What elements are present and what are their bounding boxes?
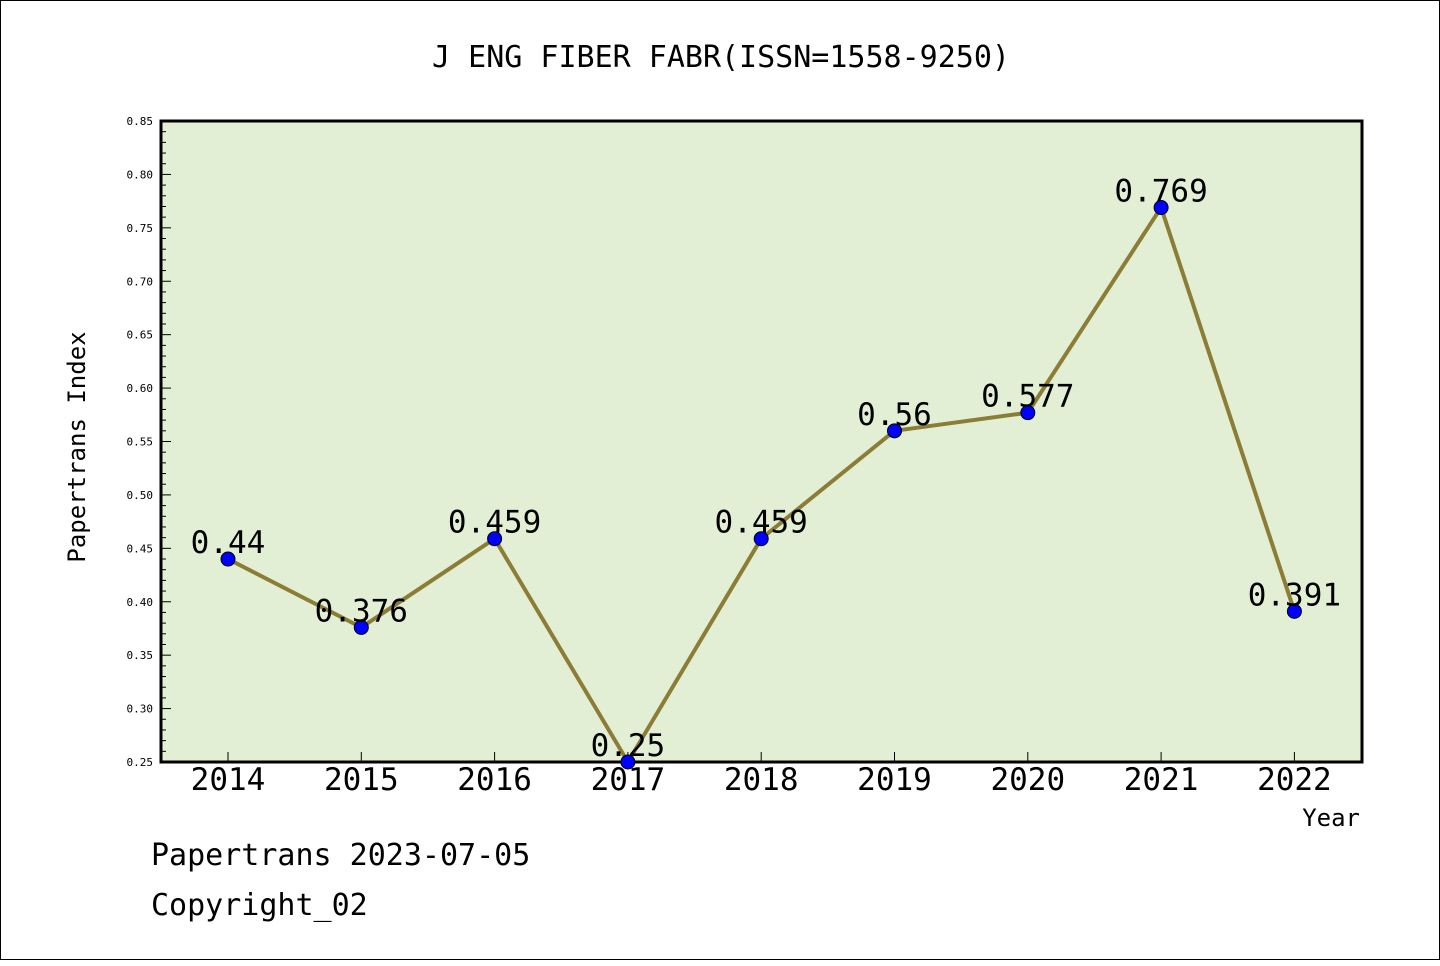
data-point	[220, 551, 236, 567]
y-tick-label: 0.45	[127, 542, 154, 555]
y-axis-label: Papertrans Index	[63, 331, 91, 562]
y-axis: 0.25 0.30 0.35 0.40 0.45 0.50 0.55 0.60 0.65 0.70…	[127, 115, 171, 769]
footer-copyright: Copyright_02	[151, 888, 368, 923]
data-point	[620, 754, 636, 770]
x-tick-label: 2019	[857, 762, 932, 798]
chart-title: J ENG FIBER FABR(ISSN=1558-9250)	[432, 40, 1010, 75]
x-axis: 2014 2015 2016 2017 2018 2019 2020 2021 2022	[191, 752, 1332, 798]
data-labels: 0.44 0.376 0.459 0.25 0.459 0.56 0.577 0.769 0.3…	[191, 174, 1341, 764]
data-point	[1286, 603, 1302, 619]
y-tick-label: 0.35	[127, 649, 154, 662]
y-tick-label: 0.65	[127, 329, 154, 342]
y-tick-label: 0.60	[127, 382, 154, 395]
data-point	[487, 531, 503, 547]
data-label: 0.459	[715, 505, 808, 541]
y-tick-label: 0.50	[127, 489, 154, 502]
x-tick-label: 2021	[1124, 762, 1199, 798]
data-label: 0.577	[981, 379, 1074, 415]
y-tick-label: 0.30	[127, 703, 154, 716]
data-label: 0.769	[1114, 174, 1207, 210]
y-tick-label: 0.70	[127, 275, 154, 288]
x-tick-label: 2016	[457, 762, 532, 798]
data-point	[353, 619, 369, 635]
data-label: 0.56	[857, 397, 932, 433]
data-label: 0.376	[315, 593, 408, 629]
y-tick-label: 0.85	[127, 115, 154, 128]
x-tick-label: 2022	[1257, 762, 1332, 798]
y-tick-label: 0.40	[127, 596, 154, 609]
data-point	[753, 531, 769, 547]
data-point	[1153, 200, 1169, 216]
data-point	[887, 423, 902, 439]
y-tick-label: 0.75	[127, 222, 154, 235]
y-tick-label: 0.25	[127, 756, 154, 769]
data-label: 0.25	[591, 728, 666, 764]
data-label: 0.459	[448, 505, 541, 541]
x-tick-label: 2018	[724, 762, 799, 798]
y-tick-label: 0.80	[127, 168, 154, 181]
plot-area	[159, 119, 1364, 764]
data-label: 0.391	[1248, 577, 1341, 613]
footer-date: Papertrans 2023-07-05	[151, 838, 530, 873]
data-label: 0.44	[191, 525, 266, 561]
y-tick-label: 0.55	[127, 436, 154, 449]
x-tick-label: 2014	[191, 762, 266, 798]
x-tick-label: 2020	[990, 762, 1065, 798]
data-point	[1020, 405, 1036, 421]
series	[220, 200, 1302, 770]
x-axis-label: Year	[1302, 804, 1360, 832]
x-tick-label: 2015	[324, 762, 399, 798]
